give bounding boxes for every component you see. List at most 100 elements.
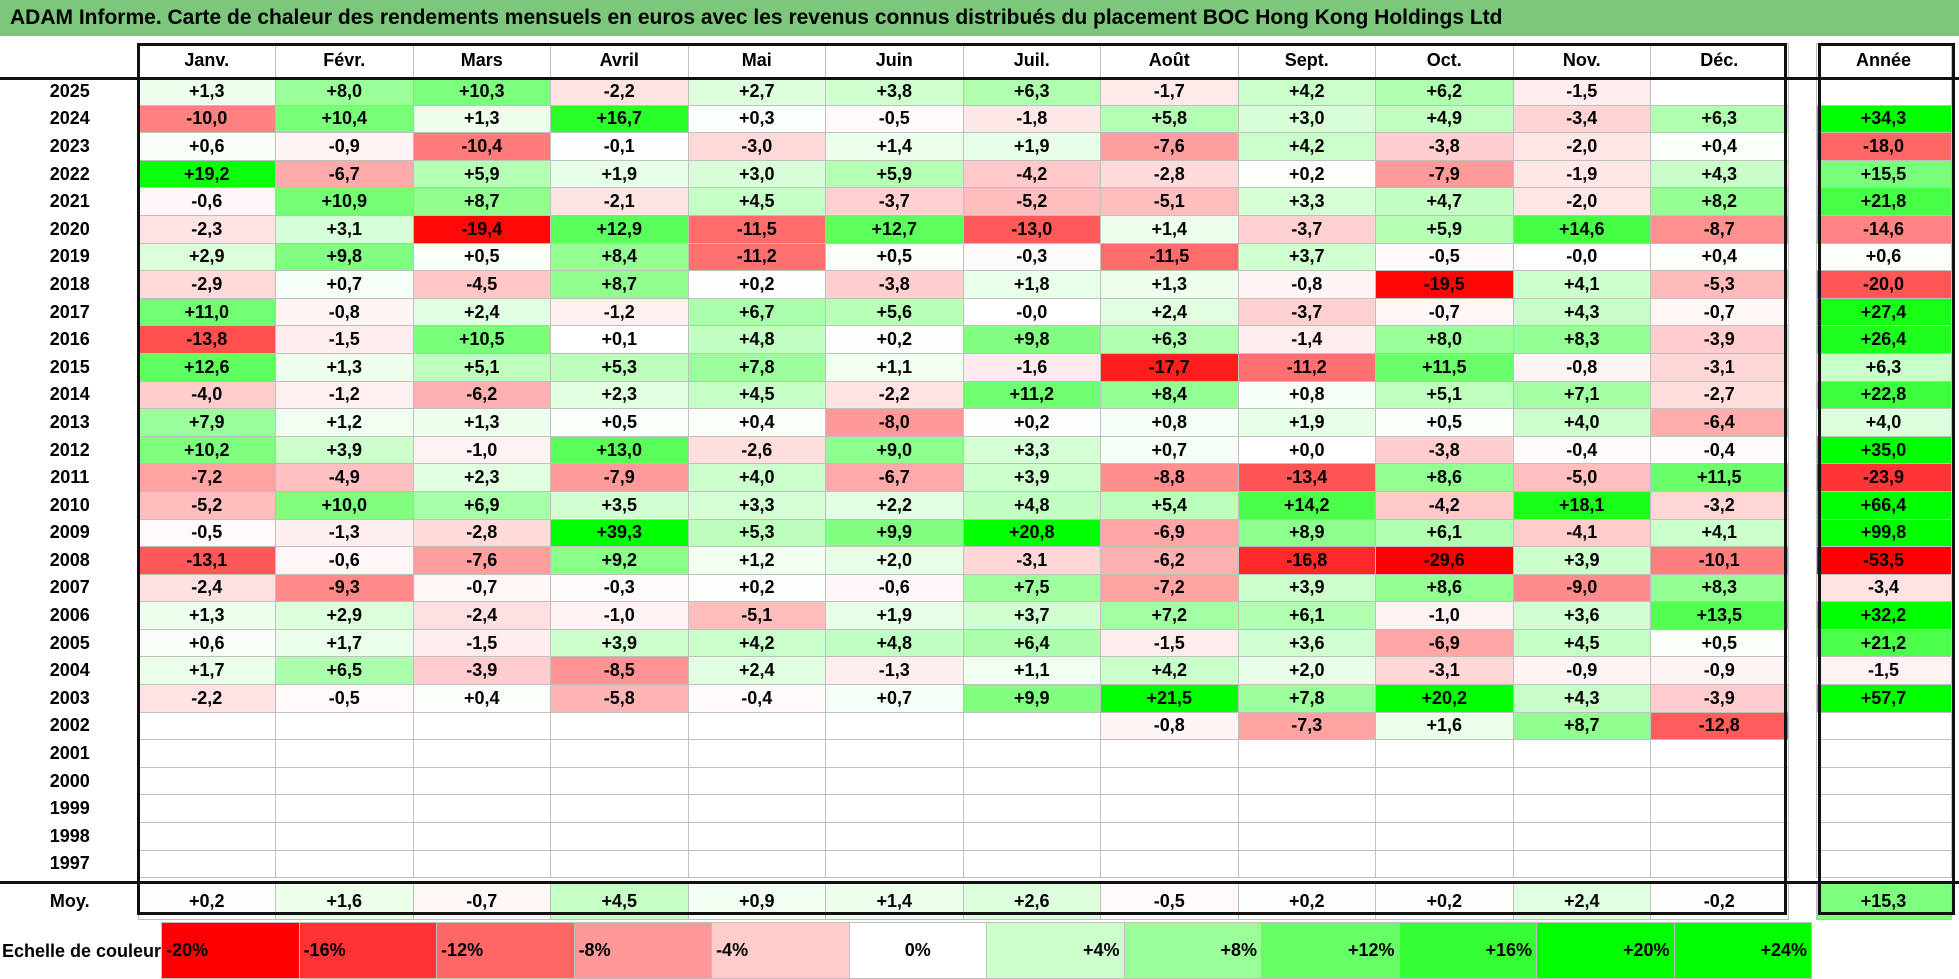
- month-value-cell: +0,2: [1237, 159, 1376, 189]
- month-header-1: Janv.: [137, 43, 276, 78]
- month-value-cell: +5,1: [1375, 380, 1514, 410]
- month-value-cell: -3,1: [962, 546, 1101, 575]
- month-value-cell: [550, 766, 689, 796]
- column-gap: [1788, 883, 1816, 920]
- month-value-cell: +10,0: [275, 490, 414, 520]
- month-value-cell: +8,7: [1512, 711, 1651, 741]
- month-value-cell: +9,2: [550, 546, 689, 575]
- month-value-cell: +3,3: [962, 435, 1101, 465]
- annual-value-cell: -3,4: [1815, 573, 1952, 603]
- month-value-cell: +10,2: [137, 435, 276, 465]
- month-value-cell: +1,3: [412, 104, 551, 134]
- month-value-cell: [687, 766, 826, 796]
- month-value-cell: [1650, 77, 1789, 106]
- month-value-cell: +7,2: [1100, 601, 1239, 630]
- year-label: 2005: [49, 632, 90, 653]
- month-value-cell: [137, 739, 276, 768]
- month-value-cell: +0,5: [412, 242, 551, 272]
- month-value-cell: [687, 711, 826, 741]
- month-value-cell: -3,7: [1237, 297, 1376, 327]
- month-value-cell: +8,4: [550, 242, 689, 272]
- month-value-cell: -5,1: [687, 601, 826, 630]
- month-value-cell: +1,1: [962, 656, 1101, 686]
- month-value-cell: +0,1: [550, 325, 689, 354]
- month-value-cell: -19,5: [1375, 270, 1514, 299]
- month-value-cell: [1237, 766, 1376, 796]
- month-value-cell: [1650, 739, 1789, 768]
- month-value-cell: -3,0: [687, 132, 826, 161]
- column-gap: [1788, 739, 1816, 768]
- color-scale-swatch: +20%: [1536, 922, 1675, 979]
- year-label: 2010: [49, 494, 90, 515]
- column-gap: [1788, 132, 1816, 161]
- month-value-cell: +16,7: [550, 104, 689, 134]
- column-gap: [1788, 243, 1816, 271]
- annual-value-cell: [1815, 766, 1952, 796]
- month-value-cell: +8,2: [1650, 187, 1789, 216]
- month-value-cell: -4,5: [412, 270, 551, 299]
- column-gap: [1788, 629, 1816, 657]
- year-row: 2008 -13,1 -0,6 -7,6 +9,2 +1,2 +2,0 -3,1 -6,2 -16…: [2, 546, 1952, 575]
- month-value-cell: +0,2: [687, 270, 826, 299]
- month-value-cell: -1,5: [1512, 77, 1651, 106]
- column-gap: [1788, 436, 1816, 464]
- year-row: 2015 +12,6 +1,3 +5,1 +5,3 +7,8 +1,1 -1,6 -17,7 -1…: [2, 352, 1952, 382]
- month-value-cell: +2,7: [687, 77, 826, 106]
- month-value-cell: +1,4: [825, 132, 964, 161]
- month-value-cell: -3,1: [1375, 656, 1514, 686]
- column-gap: [1788, 794, 1816, 823]
- column-gap: [1788, 353, 1816, 382]
- year-row: 2020 -2,3 +3,1 -19,4 +12,9 -11,5 +12,7 -13,0 +1,…: [2, 214, 1952, 244]
- month-value-cell: +6,1: [1237, 601, 1376, 630]
- month-value-cell: +0,5: [825, 242, 964, 272]
- column-gap: [1788, 767, 1816, 795]
- month-value-cell: +0,2: [687, 573, 826, 603]
- month-value-cell: +1,3: [412, 408, 551, 437]
- month-value-cell: [550, 739, 689, 768]
- month-value-cell: +9,8: [962, 325, 1101, 354]
- year-label: 1997: [49, 853, 90, 874]
- month-value-cell: -0,9: [1512, 656, 1651, 686]
- annual-value-cell: [1815, 794, 1952, 824]
- month-value-cell: -0,4: [1650, 435, 1789, 465]
- month-value-cell: +1,1: [825, 352, 964, 382]
- year-label: 2020: [49, 218, 90, 239]
- column-gap: [1788, 822, 1816, 851]
- month-value-cell: -2,0: [1512, 132, 1651, 161]
- year-row: 2024 -10,0 +10,4 +1,3 +16,7 +0,3 -0,5 -1,8 +5,8 +…: [2, 104, 1952, 134]
- column-gap: [1788, 684, 1816, 713]
- annual-value-cell: +21,2: [1815, 628, 1952, 658]
- month-value-cell: +1,7: [275, 628, 414, 658]
- month-header-5: Mai: [687, 43, 826, 78]
- average-row: Moy. +0,2 +1,6 -0,7 +4,5 +0,9 +1,4 +2,6 -0,5 +0,2…: [2, 883, 1952, 921]
- year-label: 2007: [49, 577, 90, 598]
- month-value-cell: -2,6: [687, 435, 826, 465]
- month-value-cell: [412, 849, 551, 879]
- month-value-cell: +0,4: [1650, 132, 1789, 161]
- month-value-cell: +6,2: [1375, 77, 1514, 106]
- month-value-cell: [1375, 739, 1514, 768]
- month-value-cell: -1,0: [412, 435, 551, 465]
- month-value-cell: +20,8: [962, 518, 1101, 548]
- month-value-cell: [550, 822, 689, 851]
- annual-value-cell: +34,3: [1815, 104, 1952, 134]
- month-value-cell: +0,8: [1100, 408, 1239, 437]
- year-label: 2022: [49, 163, 90, 184]
- month-value-cell: +4,3: [1512, 684, 1651, 713]
- month-value-cell: -5,2: [137, 490, 276, 520]
- month-value-cell: -2,4: [412, 601, 551, 630]
- month-value-cell: -0,0: [1512, 242, 1651, 272]
- month-value-cell: +10,4: [275, 104, 414, 134]
- month-value-cell: -3,9: [1650, 684, 1789, 713]
- month-value-cell: +14,6: [1512, 214, 1651, 244]
- month-value-cell: +2,0: [825, 546, 964, 575]
- year-row: 1998: [2, 822, 1952, 851]
- header-corner: [2, 44, 138, 78]
- month-value-cell: +4,5: [687, 380, 826, 410]
- year-row: 2004 +1,7 +6,5 -3,9 -8,5 +2,4 -1,3 +1,1 +4,2 +2,0…: [2, 656, 1952, 686]
- month-value-cell: [962, 739, 1101, 768]
- month-value-cell: -7,6: [1100, 132, 1239, 161]
- month-value-cell: -0,7: [412, 883, 551, 921]
- annual-value-cell: -1,5: [1815, 656, 1952, 686]
- month-value-cell: -2,4: [137, 573, 276, 603]
